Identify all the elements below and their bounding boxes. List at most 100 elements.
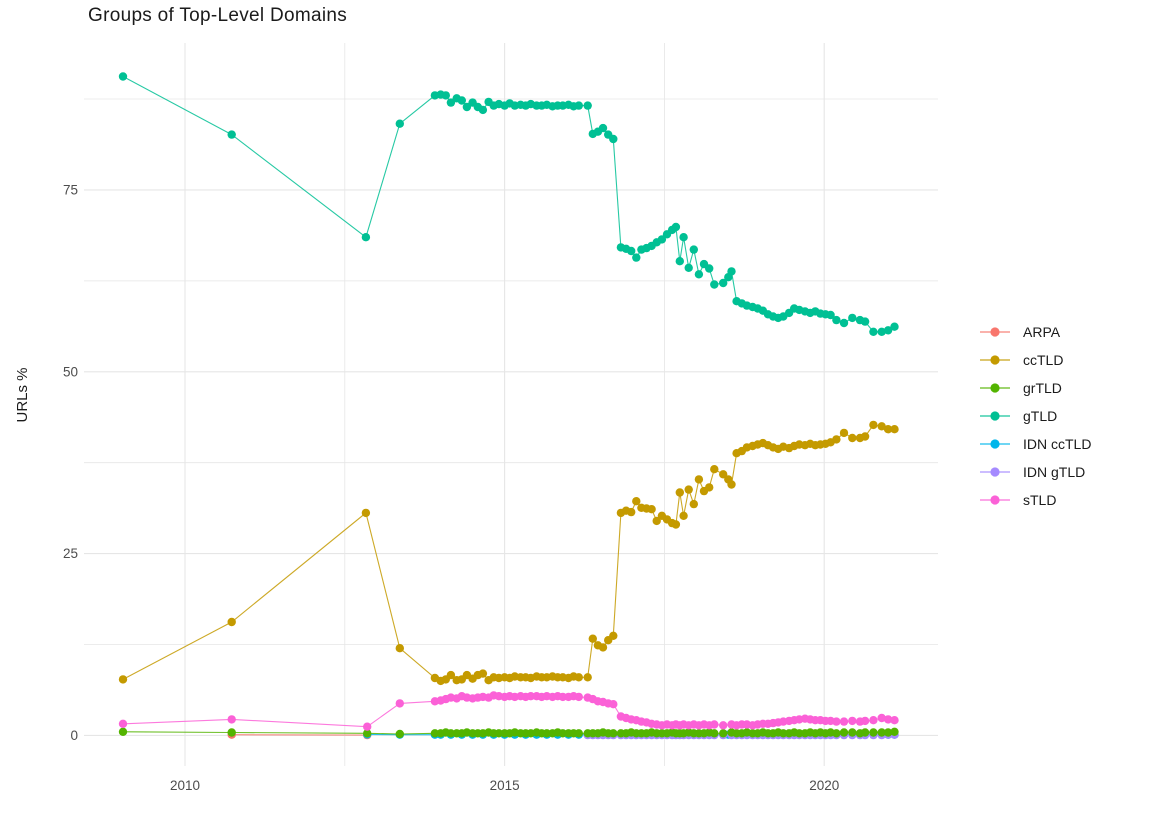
data-point — [869, 327, 878, 336]
legend-key-dot — [990, 411, 1000, 421]
data-point — [869, 716, 878, 725]
data-point — [574, 729, 583, 738]
legend-key-icon — [980, 327, 1010, 337]
data-point — [361, 508, 371, 518]
x-tick-label: 2015 — [490, 778, 520, 793]
data-point — [877, 728, 886, 737]
legend-item-label: gTLD — [1023, 408, 1058, 424]
data-point — [883, 326, 893, 335]
data-point — [118, 72, 128, 81]
data-point — [727, 267, 736, 276]
data-point — [478, 669, 488, 678]
data-point — [627, 507, 636, 517]
data-point — [627, 246, 636, 256]
data-point — [583, 673, 592, 682]
data-point — [832, 717, 841, 726]
data-point — [598, 123, 608, 133]
data-point — [694, 475, 704, 484]
legend-item-sTLD: sTLD — [978, 486, 1091, 514]
legend-key-icon — [980, 411, 1010, 421]
data-point — [689, 245, 698, 254]
data-point — [395, 729, 404, 739]
legend-item-grTLD: grTLD — [978, 374, 1091, 402]
data-point — [363, 729, 372, 738]
data-point — [227, 130, 236, 139]
data-point — [395, 119, 404, 128]
data-point — [877, 327, 886, 336]
data-point — [883, 425, 893, 434]
data-point — [227, 715, 236, 724]
legend-item-ccTLD: ccTLD — [978, 346, 1091, 374]
data-point — [848, 433, 857, 443]
data-point — [826, 310, 835, 320]
data-point — [675, 257, 684, 266]
data-point — [877, 713, 886, 723]
data-point — [832, 315, 841, 325]
legend-key-dot — [990, 327, 1000, 337]
data-point — [657, 235, 667, 244]
data-point — [462, 102, 472, 112]
data-point — [684, 263, 693, 272]
data-point — [574, 101, 583, 110]
data-point — [848, 716, 857, 726]
legend-key-icon — [980, 467, 1010, 477]
series-grTLD — [118, 727, 899, 739]
legend-item-label: sTLD — [1023, 492, 1057, 508]
series-ARPA — [227, 730, 372, 740]
legend-key-dot — [990, 495, 1000, 505]
data-point — [588, 634, 597, 643]
y-tick-label: 75 — [63, 182, 78, 197]
data-point — [727, 480, 736, 489]
data-point — [609, 729, 618, 738]
data-point — [684, 485, 693, 494]
data-point — [719, 729, 728, 738]
data-point — [446, 98, 456, 107]
data-point — [679, 511, 688, 520]
data-point — [860, 432, 870, 441]
data-point — [430, 729, 440, 738]
data-point — [890, 322, 899, 331]
data-point — [890, 727, 899, 736]
data-point — [839, 717, 849, 726]
x-tick-label: 2010 — [170, 778, 200, 793]
data-point — [652, 516, 661, 526]
data-point — [526, 692, 535, 701]
legend-key-dot — [990, 355, 1000, 365]
x-tick-label: 2020 — [809, 778, 839, 793]
data-point — [883, 715, 893, 724]
legend-item-label: IDN gTLD — [1023, 464, 1086, 480]
legend-key-dot — [990, 439, 1000, 449]
data-point — [632, 497, 641, 506]
y-tick-label: 50 — [63, 364, 78, 379]
legend-key-icon — [980, 383, 1010, 393]
legend-item-IDN-gTLD: IDN gTLD — [978, 458, 1091, 486]
data-point — [441, 91, 450, 100]
data-point — [689, 499, 698, 509]
data-point — [574, 673, 583, 682]
data-point — [869, 420, 878, 430]
series-line — [122, 76, 895, 333]
series-gTLD — [118, 72, 899, 336]
data-point — [890, 716, 899, 725]
chart-title: Groups of Top-Level Domains — [88, 5, 348, 26]
data-point — [710, 280, 719, 289]
series-ccTLD — [118, 420, 899, 686]
legend-item-label: ARPA — [1023, 324, 1061, 340]
data-point — [609, 631, 618, 640]
data-point — [869, 728, 878, 737]
data-point — [574, 692, 583, 702]
data-point — [860, 716, 870, 726]
series-line — [122, 424, 895, 682]
data-point — [860, 728, 870, 737]
data-point — [848, 313, 857, 323]
data-point — [705, 483, 714, 492]
legend-item-label: ccTLD — [1023, 352, 1064, 368]
data-point — [890, 425, 899, 434]
data-point — [598, 643, 608, 652]
data-point — [832, 435, 841, 444]
data-point — [609, 700, 618, 709]
data-point — [719, 278, 728, 288]
legend-item-gTLD: gTLD — [978, 402, 1091, 430]
data-point — [118, 719, 128, 728]
